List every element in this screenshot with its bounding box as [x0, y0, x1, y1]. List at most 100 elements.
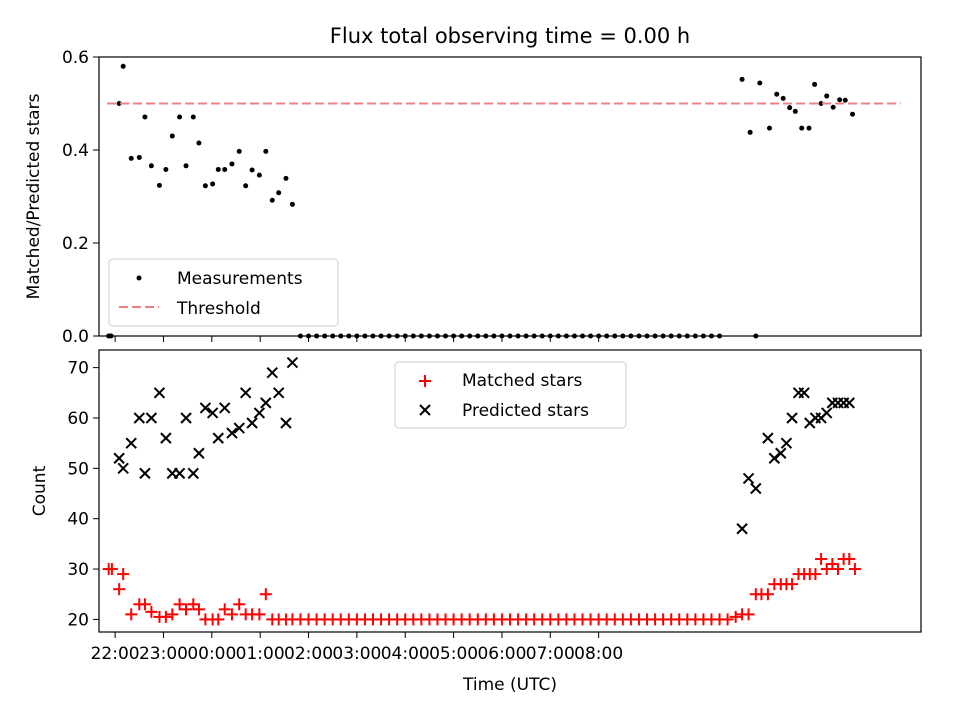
top-legend-box [108, 258, 339, 327]
legend-predicted-marker [419, 404, 431, 416]
predicted-star-point-b [780, 437, 793, 449]
x-tick-label: 22:00 [91, 644, 140, 664]
y-tick-label: 70 [67, 359, 89, 379]
predicted-star-point [173, 467, 186, 480]
predicted-star-point-b [273, 387, 285, 399]
matched-star-point [848, 563, 861, 576]
matched-star-point [105, 563, 118, 576]
matched-star-point [761, 588, 774, 601]
predicted-star-point-b [750, 482, 762, 495]
predicted-star-point [286, 356, 299, 369]
predicted-star-point-b [798, 387, 810, 399]
matched-star-point [117, 568, 130, 581]
measurement-point [739, 76, 745, 82]
predicted-star-point [117, 462, 129, 475]
legend-predicted-label: Predicted stars [462, 401, 589, 421]
predicted-star-point [246, 417, 258, 429]
measurement-point [128, 155, 134, 161]
measurement-point [215, 167, 221, 173]
bottom-plot-frame [98, 349, 922, 633]
predicted-star-point-b [762, 432, 774, 444]
legend-measurements-marker [136, 275, 142, 281]
predicted-star-point-b [736, 523, 748, 535]
predicted-star-point-b [212, 432, 224, 444]
matched-stars-series [102, 552, 861, 626]
predicted-star-point-b [280, 417, 292, 429]
measurement-point [289, 201, 295, 207]
matched-star-point [253, 608, 266, 621]
x-tick-label: 06:00 [477, 644, 526, 664]
measurement-point [120, 63, 126, 69]
predicted-star-point [280, 417, 292, 429]
measurement-point [842, 97, 848, 103]
matched-star-point [729, 610, 742, 623]
measurement-point [196, 140, 202, 146]
predicted-star-point-b [742, 472, 755, 485]
measurement-point [222, 167, 228, 173]
measurement-point [269, 197, 275, 203]
x-tick-label: 03:00 [332, 644, 381, 664]
y-tick-label: 0.4 [62, 141, 89, 161]
predicted-star-point-b [266, 366, 278, 379]
y-tick-label: 60 [67, 409, 89, 429]
bottom-legend: Matched stars Predicted stars [394, 361, 627, 429]
matched-star-point [187, 598, 200, 611]
top-panel: 0.0 0.2 0.4 0.6 Matched/Predicted stars Measu… [24, 48, 922, 347]
predicted-star-point [145, 412, 158, 424]
predicted-star-point [798, 387, 810, 399]
predicted-star-point [786, 412, 798, 424]
predicted-star-point-b [226, 427, 238, 439]
predicted-star-point [212, 432, 224, 444]
predicted-star-point [843, 397, 855, 409]
bottom-legend-box [394, 361, 627, 429]
predicted-star-point-b [206, 407, 219, 419]
predicted-star-point [736, 523, 748, 535]
measurement-point [787, 105, 793, 111]
predicted-star-point [750, 482, 762, 495]
matched-star-point [742, 608, 755, 621]
bottom-panel: 20 30 40 50 60 70 22:00 23:00 00:00 01:00 02:00 03:… [30, 349, 922, 695]
measurement-point [169, 133, 175, 139]
matched-star-point [820, 563, 833, 576]
measurement-point [183, 163, 189, 169]
predicted-star-point [199, 402, 212, 414]
measurement-point [837, 97, 843, 103]
predicted-star-point [260, 397, 272, 409]
predicted-star-point-b [775, 447, 787, 459]
measurements-series [106, 63, 855, 339]
measurement-point [229, 161, 235, 167]
measurement-point [850, 111, 855, 117]
predicted-star-point-b [160, 432, 172, 444]
measurement-point [747, 129, 753, 135]
matched-star-point [721, 613, 734, 626]
matched-star-point [843, 552, 856, 565]
measurement-point [818, 101, 824, 106]
x-tick-label: 04:00 [381, 644, 430, 664]
measurement-point [263, 148, 269, 154]
matched-star-point [233, 598, 246, 611]
predicted-star-point [206, 407, 219, 419]
measurement-point [249, 167, 255, 173]
predicted-star-point [180, 412, 192, 424]
predicted-star-point [253, 407, 266, 419]
x-tick-label: 01:00 [236, 644, 285, 664]
measurement-point [142, 114, 148, 120]
predicted-star-point-b [173, 467, 186, 480]
measurement-point [243, 183, 249, 189]
predicted-star-point-b [133, 412, 146, 424]
predicted-star-point [193, 447, 205, 459]
matched-star-point [809, 568, 822, 581]
predicted-star-point [233, 422, 245, 434]
x-tick-label: 05:00 [429, 644, 478, 664]
matched-star-point [831, 563, 844, 576]
predicted-star-point-b [199, 402, 212, 414]
matched-star-point [113, 583, 126, 596]
predicted-star-point [226, 427, 238, 439]
predicted-star-point [266, 366, 278, 379]
chart-title: Flux total observing time = 0.00 h [330, 24, 690, 48]
y-tick-label: 0.6 [62, 48, 89, 68]
predicted-star-point [273, 387, 285, 399]
matched-star-point [173, 598, 186, 611]
